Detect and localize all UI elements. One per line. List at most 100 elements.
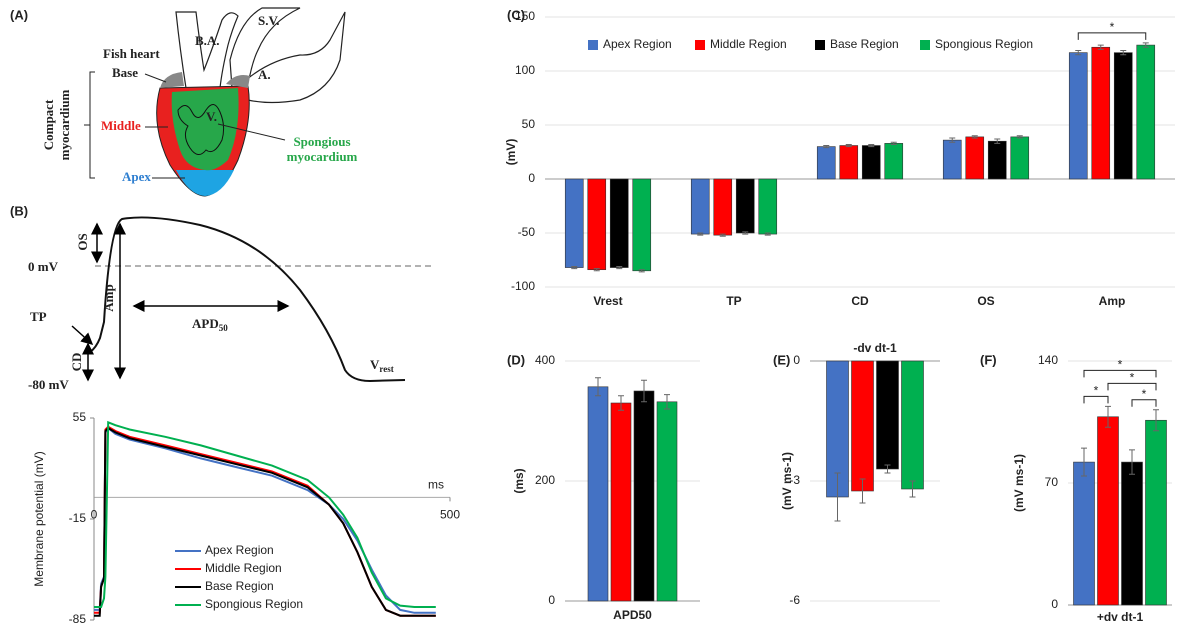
error-bar xyxy=(616,265,623,270)
bar xyxy=(942,139,962,180)
panel-label: (C) xyxy=(507,7,525,22)
panel-b-schematic: (B) OS 0 mV Amp APD50 TP CD -80 mV Vrest xyxy=(10,203,435,392)
error-bar xyxy=(742,231,749,235)
label-sub: rest xyxy=(379,364,393,374)
label: 0 mV xyxy=(28,259,59,274)
y-tick-label: 70 xyxy=(1045,475,1059,489)
label-main: V xyxy=(370,357,380,372)
label: Fish heart xyxy=(103,46,160,61)
bar xyxy=(564,178,584,268)
panel-label: (B) xyxy=(10,203,28,218)
error-bar xyxy=(868,143,875,148)
base-region xyxy=(160,72,250,88)
bar xyxy=(587,386,609,602)
x-tick-label: +dv dt-1 xyxy=(1097,610,1144,624)
error-bar xyxy=(1081,447,1087,477)
y-tick-label: 0 xyxy=(793,353,800,367)
error-bar xyxy=(638,269,645,273)
bar xyxy=(1145,419,1167,606)
label: -80 mV xyxy=(28,377,69,392)
label: OS xyxy=(75,233,90,250)
legend-label: Apex Region xyxy=(205,543,274,557)
error-bar xyxy=(764,232,771,236)
label: Vrest xyxy=(370,357,394,374)
error-bar xyxy=(1097,44,1104,50)
leader-lines xyxy=(144,73,286,179)
bar xyxy=(987,140,1007,180)
y-tick-label: -6 xyxy=(789,593,800,607)
legend-swatch xyxy=(588,40,598,50)
label-sub: 50 xyxy=(219,323,229,333)
x-tick-label: 0 xyxy=(91,508,98,522)
error-bar xyxy=(571,265,578,270)
label: Spongious xyxy=(293,134,350,149)
error-bar xyxy=(949,137,956,143)
label: myocardium xyxy=(57,89,72,160)
label: Base xyxy=(112,65,138,80)
error-bar xyxy=(834,472,841,522)
panel-label: (D) xyxy=(507,352,525,367)
significance-bracket xyxy=(1131,399,1157,407)
bar xyxy=(851,360,874,492)
bar xyxy=(1068,52,1088,180)
legend-label: Apex Region xyxy=(603,37,672,51)
y-axis-label: (mV ms-1) xyxy=(1012,454,1026,512)
y-tick-label: -100 xyxy=(511,279,535,293)
significance-label: * xyxy=(1094,383,1099,397)
y-tick-label: -85 xyxy=(69,612,87,626)
error-bar xyxy=(1016,135,1023,139)
label: Compact xyxy=(41,99,56,150)
bar xyxy=(610,402,632,602)
error-bar xyxy=(593,268,600,272)
bar xyxy=(735,178,755,234)
legend-label: Spongious Region xyxy=(205,597,303,611)
bar xyxy=(1121,461,1143,606)
y-axis-label: (mV ms-1) xyxy=(780,452,794,510)
error-bar xyxy=(994,138,1001,144)
error-bar xyxy=(1142,42,1149,48)
bar xyxy=(901,360,924,490)
legend-label: Middle Region xyxy=(710,37,787,51)
label: myocardium xyxy=(287,149,358,164)
y-tick-label: 50 xyxy=(522,117,536,131)
y-axis-label: (mV) xyxy=(504,139,518,166)
legend-label: Base Region xyxy=(830,37,899,51)
error-bar xyxy=(1153,409,1159,432)
x-tick-label: CD xyxy=(851,294,869,308)
label-main: APD xyxy=(192,316,219,331)
error-bar xyxy=(890,141,897,145)
bar xyxy=(861,145,881,180)
y-tick-label: -3 xyxy=(789,473,800,487)
label: V. xyxy=(206,109,217,124)
bar xyxy=(965,136,985,180)
line-series xyxy=(94,426,436,617)
y-tick-label: 150 xyxy=(515,9,535,23)
bar xyxy=(656,401,678,602)
arrows xyxy=(71,222,290,382)
x-tick-label: OS xyxy=(977,294,994,308)
bar xyxy=(713,178,733,236)
error-bar xyxy=(1129,449,1135,475)
error-bar xyxy=(1120,49,1127,56)
bar xyxy=(1010,136,1030,180)
y-tick-label: 200 xyxy=(535,473,555,487)
x-axis-label: ms xyxy=(428,478,444,492)
legend-label: Spongious Region xyxy=(935,37,1033,51)
bar xyxy=(632,178,652,272)
y-tick-label: 140 xyxy=(1038,353,1058,367)
label: S.V. xyxy=(258,13,279,28)
error-bar xyxy=(823,145,830,149)
bar xyxy=(758,178,778,235)
x-tick-label: TP xyxy=(726,294,741,308)
chart-title: -dv dt-1 xyxy=(853,341,897,355)
y-tick-label: -15 xyxy=(69,511,87,525)
error-bar xyxy=(845,143,852,148)
apex-region xyxy=(176,170,234,196)
error-bar xyxy=(719,233,726,237)
y-tick-label: 0 xyxy=(1051,597,1058,611)
bar xyxy=(690,178,710,235)
significance-bracket xyxy=(1077,32,1147,40)
bar xyxy=(1097,416,1119,606)
y-axis-label: Membrane potential (mV) xyxy=(32,451,46,586)
